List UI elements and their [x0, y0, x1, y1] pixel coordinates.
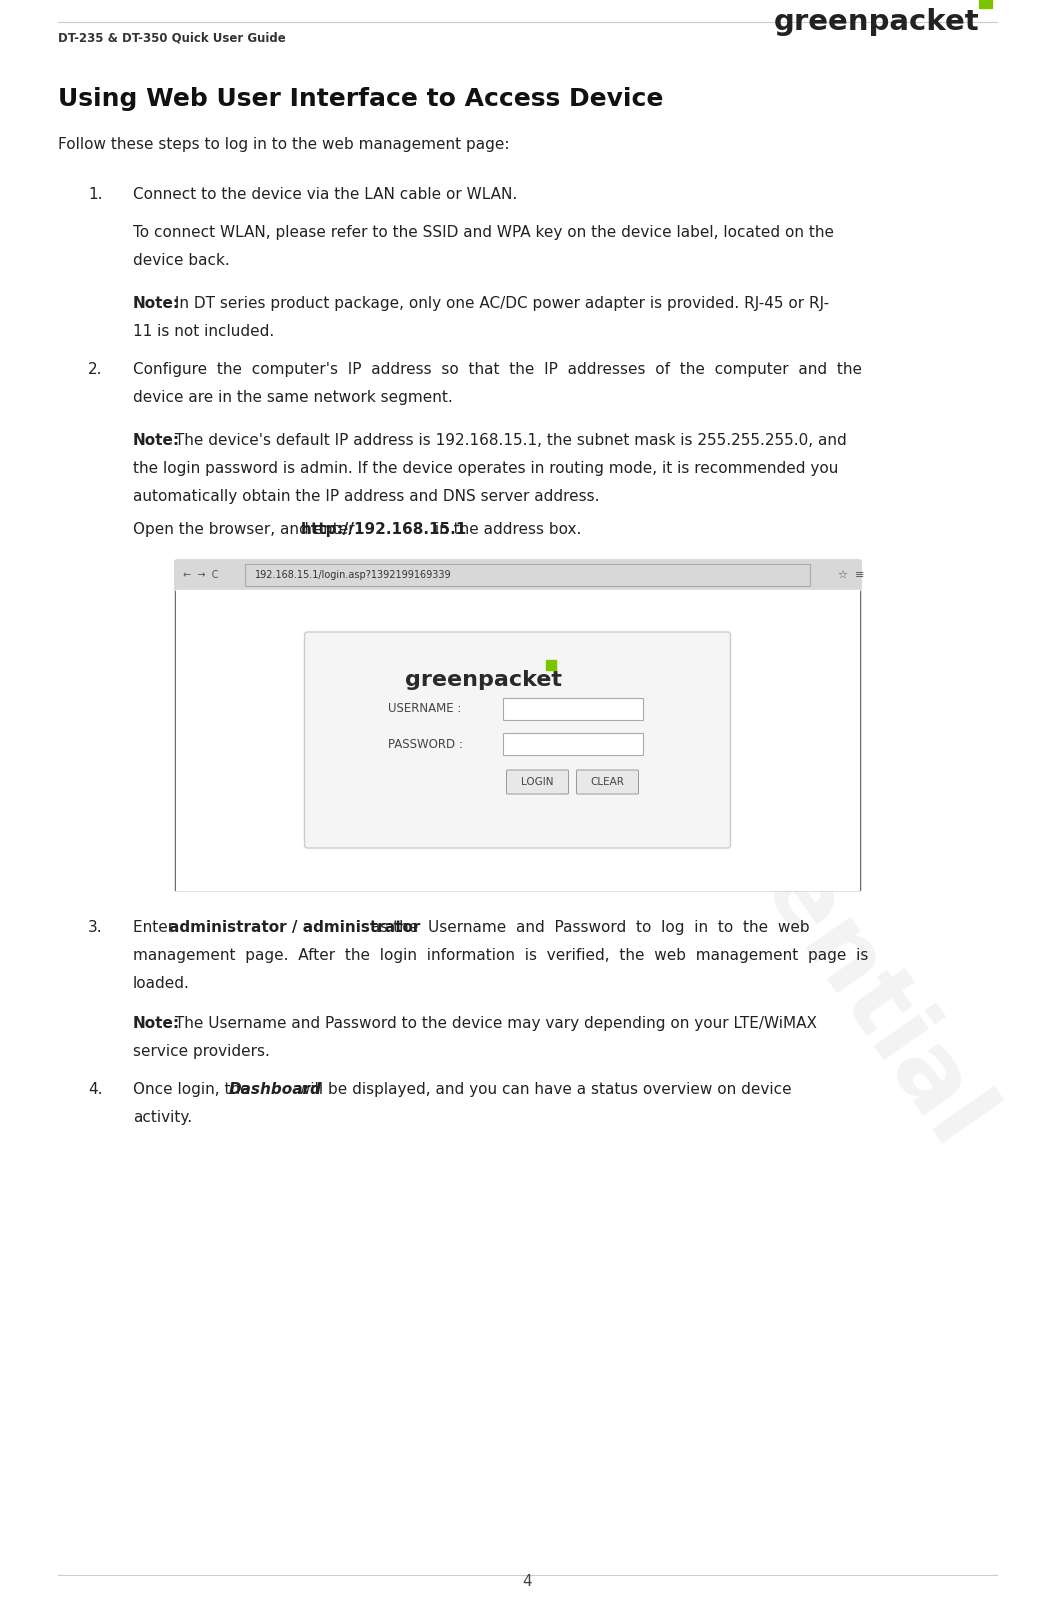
Text: Note:: Note:	[133, 296, 180, 310]
Text: 11 is not included.: 11 is not included.	[133, 323, 274, 340]
Text: activity.: activity.	[133, 1109, 192, 1125]
Text: To connect WLAN, please refer to the SSID and WPA key on the device label, locat: To connect WLAN, please refer to the SSI…	[133, 225, 835, 239]
Text: 192.168.15.1/login.asp?1392199169339: 192.168.15.1/login.asp?1392199169339	[255, 571, 452, 581]
Bar	[176, 590, 859, 889]
Text: 4.: 4.	[88, 1082, 102, 1096]
Text: will be displayed, and you can have a status overview on device: will be displayed, and you can have a st…	[293, 1082, 791, 1096]
Text: ←  →  C: ← → C	[183, 571, 218, 581]
FancyBboxPatch shape	[305, 632, 730, 847]
Text: http://192.168.15.1: http://192.168.15.1	[301, 522, 467, 537]
Bar	[245, 564, 810, 585]
Text: DT-235 & DT-350 Quick User Guide: DT-235 & DT-350 Quick User Guide	[58, 32, 286, 45]
Text: in the address box.: in the address box.	[430, 522, 581, 537]
Text: greenpacket: greenpacket	[405, 669, 562, 690]
Text: as the  Username  and  Password  to  log  in  to  the  web: as the Username and Password to log in t…	[366, 920, 809, 935]
Text: service providers.: service providers.	[133, 1045, 270, 1059]
Text: CLEAR: CLEAR	[591, 778, 625, 787]
Text: The Username and Password to the device may vary depending on your LTE/WiMAX: The Username and Password to the device …	[170, 1015, 817, 1032]
Text: LOGIN: LOGIN	[521, 778, 554, 787]
Bar	[979, 0, 992, 8]
Text: 1.: 1.	[88, 188, 102, 202]
Text: Follow these steps to log in to the web management page:: Follow these steps to log in to the web …	[58, 137, 510, 152]
Text: 2.: 2.	[88, 362, 102, 377]
Text: 3.: 3.	[88, 920, 102, 935]
Bar	[175, 559, 860, 590]
Text: In DT series product package, only one AC/DC power adapter is provided. RJ-45 or: In DT series product package, only one A…	[170, 296, 829, 310]
Text: Dashboard: Dashboard	[228, 1082, 321, 1096]
Text: device are in the same network segment.: device are in the same network segment.	[133, 390, 453, 404]
Text: the login password is admin. If the device operates in routing mode, it is recom: the login password is admin. If the devi…	[133, 461, 839, 475]
Text: ☆  ≡: ☆ ≡	[838, 571, 864, 581]
FancyBboxPatch shape	[576, 770, 638, 794]
FancyBboxPatch shape	[506, 770, 569, 794]
Bar	[502, 733, 642, 755]
Bar	[545, 660, 556, 669]
Bar	[175, 559, 860, 889]
Text: Confidential: Confidential	[534, 548, 1006, 1166]
Text: Once login, the: Once login, the	[133, 1082, 254, 1096]
Text: Note:: Note:	[133, 1015, 180, 1032]
Text: USERNAME :: USERNAME :	[387, 702, 461, 715]
Text: Configure  the  computer's  IP  address  so  that  the  IP  addresses  of  the  : Configure the computer's IP address so t…	[133, 362, 862, 377]
Text: administrator / administrator: administrator / administrator	[169, 920, 420, 935]
Text: The device's default IP address is 192.168.15.1, the subnet mask is 255.255.255.: The device's default IP address is 192.1…	[170, 433, 847, 448]
Bar	[502, 699, 642, 720]
Text: Open the browser, and enter: Open the browser, and enter	[133, 522, 360, 537]
Text: device back.: device back.	[133, 252, 230, 268]
Bar	[502, 699, 642, 720]
Text: Enter: Enter	[133, 920, 179, 935]
Bar	[502, 733, 642, 755]
Text: PASSWORD :: PASSWORD :	[387, 737, 462, 750]
Text: Connect to the device via the LAN cable or WLAN.: Connect to the device via the LAN cable …	[133, 188, 517, 202]
Text: automatically obtain the IP address and DNS server address.: automatically obtain the IP address and …	[133, 488, 599, 505]
Text: 4: 4	[522, 1573, 533, 1590]
Text: management  page.  After  the  login  information  is  verified,  the  web  mana: management page. After the login informa…	[133, 948, 868, 964]
Text: Using Web User Interface to Access Device: Using Web User Interface to Access Devic…	[58, 87, 664, 112]
Text: greenpacket: greenpacket	[773, 8, 979, 36]
Text: loaded.: loaded.	[133, 977, 190, 991]
Text: Note:: Note:	[133, 433, 180, 448]
